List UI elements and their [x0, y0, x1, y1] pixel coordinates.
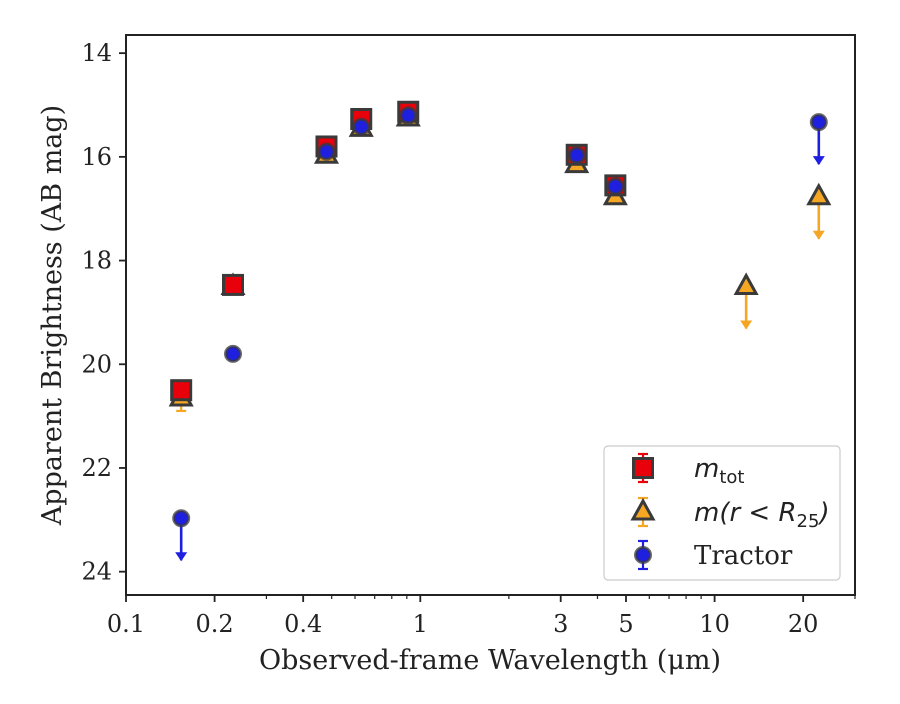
upper-limit-arrowhead	[812, 230, 825, 240]
data-point	[222, 273, 245, 296]
upper-limit-arrowhead	[175, 552, 188, 562]
data-point	[806, 182, 832, 240]
data-point	[352, 117, 371, 136]
x-tick-label: 0.4	[284, 610, 322, 638]
y-tick-label: 20	[81, 350, 112, 378]
x-tick-label: 10	[699, 610, 730, 638]
data-point	[606, 177, 625, 196]
data-point	[399, 106, 418, 125]
circle-point	[809, 113, 828, 132]
legend-square-marker	[632, 457, 654, 479]
data-point	[317, 142, 336, 161]
upper-limit-arrowhead	[812, 156, 825, 166]
square-marker	[170, 379, 193, 402]
data-point	[170, 379, 193, 402]
triangle-point	[806, 182, 832, 206]
axis-ticks: 0.1 0.2 0.4 1 3 5 10 20 14 16 18 20 22 24	[81, 39, 856, 638]
circle-point	[606, 177, 625, 196]
legend-circle-marker	[634, 546, 652, 564]
data-marks	[168, 100, 832, 562]
upper-limit-arrowhead	[740, 320, 753, 330]
data-point	[733, 272, 759, 330]
x-tick-label: 0.1	[107, 610, 145, 638]
y-tick-label: 22	[81, 454, 112, 482]
circle-marker	[634, 546, 652, 564]
data-point	[172, 509, 191, 562]
circle-point	[172, 509, 191, 528]
legend-box	[603, 445, 841, 581]
legend-item: Tractor	[634, 539, 793, 571]
circle-marker	[352, 117, 371, 136]
x-tick-label: 20	[788, 610, 819, 638]
triangle-marker	[806, 182, 832, 206]
circle-point	[352, 117, 371, 136]
data-point	[567, 146, 586, 165]
y-tick-label: 18	[81, 247, 112, 275]
x-tick-label: 5	[618, 610, 633, 638]
x-axis-label: Observed-frame Wavelength (μm)	[259, 645, 721, 676]
legend-item: m(r < R25)	[630, 496, 830, 532]
data-point	[224, 344, 243, 363]
x-tick-label: 3	[553, 610, 568, 638]
circle-point	[317, 142, 336, 161]
legend-triangle-marker	[630, 497, 656, 521]
legend-label: m(r < R25)	[694, 498, 830, 532]
triangle-marker	[630, 497, 656, 521]
square-point	[222, 273, 245, 296]
square-marker	[632, 457, 654, 479]
legend-label: Tractor	[694, 541, 793, 571]
circle-marker	[567, 146, 586, 165]
x-tick-label: 1	[413, 610, 428, 638]
y-tick-label: 24	[81, 558, 112, 586]
circle-point	[399, 106, 418, 125]
circle-marker	[809, 113, 828, 132]
triangle-marker	[733, 272, 759, 295]
triangle-point	[733, 272, 759, 295]
square-point	[170, 379, 193, 402]
circle-marker	[317, 142, 336, 161]
circle-marker	[224, 344, 243, 363]
circle-marker	[172, 509, 191, 528]
circle-point	[567, 146, 586, 165]
legend-label: mtot	[694, 454, 744, 488]
x-tick-label: 0.2	[196, 610, 234, 638]
y-tick-label: 14	[81, 39, 112, 67]
circle-marker	[606, 177, 625, 196]
legend-item: mtot	[632, 452, 744, 488]
square-marker	[222, 273, 245, 296]
y-axis-label: Apparent Brightness (AB mag)	[37, 105, 68, 526]
y-tick-label: 16	[81, 143, 112, 171]
plot-area-frame	[125, 34, 856, 596]
legend: mtot m(r < R25) Tractor	[603, 445, 841, 581]
circle-point	[224, 344, 243, 363]
circle-marker	[399, 106, 418, 125]
data-point	[809, 113, 828, 166]
